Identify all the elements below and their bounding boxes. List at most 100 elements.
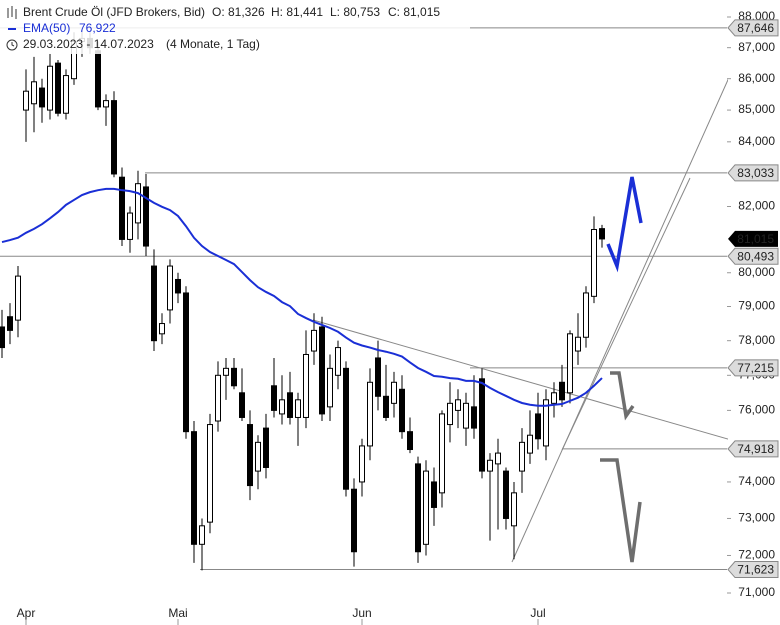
candle-body: [0, 326, 5, 349]
level-label: 87,646: [737, 21, 774, 35]
candle-body: [471, 406, 477, 429]
candle-body: [511, 492, 517, 527]
candle-body: [327, 367, 333, 408]
candle-body: [447, 402, 453, 426]
candle-body: [415, 463, 421, 553]
trend-line: [511, 14, 758, 563]
candle-body: [423, 470, 429, 545]
candle-body: [15, 275, 21, 321]
level-box: [727, 164, 779, 182]
high-label: H: 81,441: [271, 5, 323, 19]
plot-area: [0, 29, 605, 571]
candle-body: [583, 292, 589, 338]
candle-body: [255, 441, 261, 472]
candle-body: [223, 367, 229, 376]
arrow-down: [600, 458, 642, 563]
candle-body: [543, 399, 549, 447]
bar-icon: [7, 6, 17, 19]
price-axis: 71,00072,00073,00074,00076,00077,00078,0…: [17, 0, 780, 625]
title: Brent Crude Öl (JFD Brokers, Bid): [23, 5, 205, 19]
x-tick-label: Apr: [17, 606, 36, 620]
arrow-down: [610, 371, 635, 421]
ema-line: [1, 187, 603, 407]
level-label: 77,215: [737, 361, 774, 375]
y-tick-label: 73,000: [738, 511, 775, 525]
clock-hand: [11, 42, 15, 47]
candle-body: [63, 75, 69, 114]
candle-body: [519, 441, 525, 472]
candle-body: [343, 367, 349, 490]
y-tick-label: 76,000: [738, 403, 775, 417]
candle-body: [575, 336, 581, 352]
candle-body: [111, 100, 117, 175]
candle-body: [599, 228, 605, 240]
candle-body: [359, 445, 365, 483]
candle-body: [487, 459, 493, 472]
level-box: [727, 440, 779, 458]
level-box: [727, 19, 779, 37]
duration: (4 Monate, 1 Tag): [166, 37, 260, 51]
last-price-box: [728, 230, 778, 247]
level-label: 74,918: [737, 442, 774, 456]
candle-body: [303, 353, 309, 418]
trend-line: [312, 319, 780, 455]
header: Brent Crude Öl (JFD Brokers, Bid) O: 81,…: [0, 2, 470, 54]
candle-body: [399, 388, 405, 433]
candle-body: [559, 381, 565, 401]
axis-bg: [728, 0, 780, 625]
candle-body: [135, 183, 141, 224]
candle-body: [167, 265, 173, 311]
candle-body: [439, 413, 445, 494]
candle-body: [239, 392, 245, 418]
arrow-up: [606, 176, 643, 273]
y-tick-label: 85,000: [738, 102, 775, 116]
candle-body: [287, 392, 293, 418]
candle-body: [127, 212, 133, 240]
candle-body: [591, 228, 597, 297]
candle-body: [455, 399, 461, 411]
candle-body: [351, 488, 357, 553]
candle-body: [47, 65, 53, 111]
candle-body: [527, 434, 533, 454]
level-label: 83,033: [737, 166, 774, 180]
candle-body: [199, 525, 205, 545]
trend-line: [561, 177, 691, 451]
level-label: 80,493: [737, 249, 774, 263]
open-label: O: 81,326: [212, 5, 265, 19]
y-tick-label: 86,000: [738, 71, 775, 85]
arrows: [600, 176, 643, 563]
candle-body: [407, 431, 413, 451]
candle-body: [335, 347, 341, 376]
candle-body: [247, 424, 253, 487]
candle-body: [375, 357, 381, 397]
y-tick-label: 82,000: [738, 199, 775, 213]
candle-body: [535, 413, 541, 440]
candle-body: [231, 367, 237, 387]
candle-body: [175, 278, 181, 294]
candle-body: [319, 326, 325, 415]
candle-body: [95, 50, 101, 108]
level-box: [727, 561, 779, 579]
candle-body: [215, 374, 221, 422]
level-label: 71,623: [737, 563, 774, 577]
y-tick-label: 84,000: [738, 134, 775, 148]
candle-body: [263, 427, 269, 468]
candle-body: [7, 316, 13, 331]
candle-body: [119, 176, 125, 240]
y-tick-label: 74,000: [738, 474, 775, 488]
clock-icon: [6, 39, 18, 51]
candle-body: [55, 62, 61, 114]
drawings: [0, 14, 780, 571]
y-tick-label: 72,000: [738, 548, 775, 562]
candle-body: [311, 329, 317, 352]
y-tick-label: 71,000: [738, 585, 775, 599]
y-tick-label: 78,000: [738, 333, 775, 347]
last-price-label: 81,015: [737, 232, 774, 246]
candle-body: [383, 395, 389, 418]
candle-body: [31, 81, 37, 105]
level-box: [727, 247, 779, 265]
candle-body: [551, 392, 557, 404]
level-box: [727, 359, 779, 377]
candle-body: [159, 323, 165, 335]
header-bg: [0, 2, 470, 54]
